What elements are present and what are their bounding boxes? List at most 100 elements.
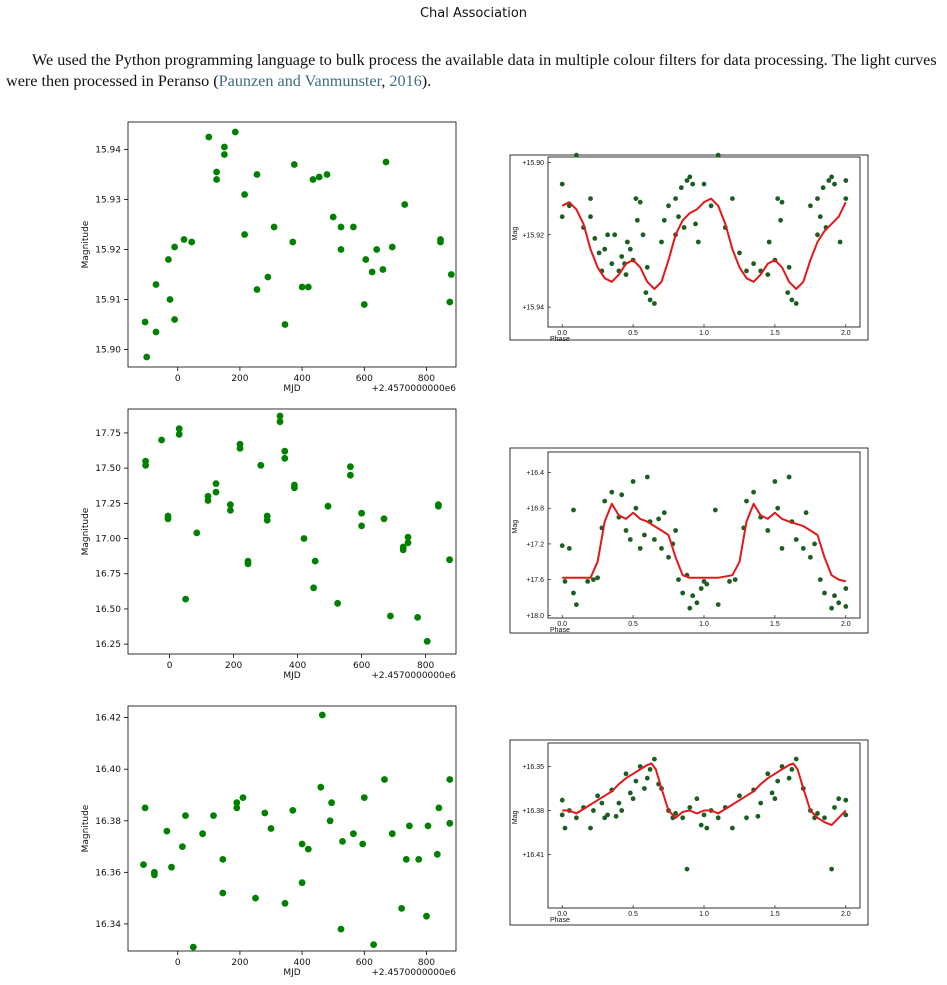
data-point (276, 418, 284, 426)
data-point (843, 586, 849, 591)
data-point (281, 899, 289, 907)
data-point (165, 256, 172, 263)
data-point (619, 808, 625, 813)
y-tick-label: 16.40 (95, 765, 121, 775)
data-point (843, 178, 849, 183)
data-point (152, 328, 160, 336)
data-point (559, 214, 565, 220)
data-point (388, 830, 396, 838)
x-axis-label: Phase (550, 627, 570, 634)
data-point (233, 804, 241, 812)
data-point (261, 809, 269, 817)
y-tick-label: +15.90 (522, 160, 544, 167)
data-point (605, 812, 610, 818)
phase-plot-1: 0.0 0.5 1.0 1.5 2.0 +15.90 +15.92 +15.94 Phase Ma… (509, 152, 869, 343)
data-point (815, 811, 820, 816)
data-point (751, 489, 756, 495)
data-point (257, 461, 265, 469)
data-point (832, 181, 837, 187)
scatter-plot-2: 0 200 400 600 800 16.25 16.50 16.75 17.00 17.25 17… (81, 408, 457, 681)
data-point (171, 243, 179, 251)
data-point (800, 546, 806, 551)
data-point (233, 799, 241, 807)
data-point (737, 793, 742, 799)
plot-frame (127, 121, 457, 368)
x-tick-label: 800 (418, 958, 435, 968)
data-point (591, 808, 596, 813)
fit-curve (562, 762, 847, 827)
data-point (212, 480, 220, 487)
x-tick-label: 1.5 (770, 330, 780, 337)
data-point (673, 811, 678, 816)
data-point (360, 794, 368, 801)
x-tick-label: 600 (353, 661, 370, 671)
data-point (627, 246, 633, 252)
data-point (640, 232, 646, 238)
data-point (402, 856, 410, 863)
y-tick-label: 17.75 (95, 429, 121, 439)
data-point (401, 201, 409, 208)
citation-year-link[interactable]: 2016 (389, 72, 422, 90)
data-point (681, 225, 687, 230)
data-point (829, 174, 834, 180)
data-point (328, 799, 335, 807)
plot-frame (547, 742, 861, 909)
y-tick-label: 15.94 (95, 146, 121, 156)
data-point (837, 239, 843, 245)
data-point (253, 171, 261, 178)
data-point (766, 239, 772, 245)
data-point (241, 191, 249, 198)
data-point (623, 528, 629, 533)
x-offset-label: +2.4570000000e6 (371, 671, 456, 681)
data-point (337, 246, 345, 253)
plot-outer-frame (509, 447, 869, 634)
data-point (289, 807, 297, 814)
data-point (609, 489, 615, 495)
data-point (423, 912, 430, 920)
data-point (588, 214, 593, 220)
data-point (673, 196, 678, 202)
data-point (627, 790, 633, 796)
data-point (619, 492, 625, 498)
data-point (398, 905, 405, 912)
data-point (704, 581, 710, 587)
data-point (843, 604, 849, 609)
data-point (644, 474, 650, 480)
y-axis-label: Mag (512, 520, 519, 534)
data-point (832, 593, 837, 599)
scatter-plot-3: 0 200 400 600 800 16.34 16.36 16.38 16.40 16.42 MJ… (81, 705, 457, 978)
data-point (175, 430, 183, 438)
data-point (836, 796, 842, 802)
x-tick-label: 0.5 (628, 330, 638, 337)
data-point (334, 599, 341, 607)
y-tick-label: 17.25 (95, 499, 121, 509)
data-point (347, 463, 354, 471)
citation-authors-link[interactable]: Paunzen and Vanmunster (218, 72, 382, 90)
data-point (404, 539, 412, 547)
y-tick-label: +16.35 (522, 764, 544, 771)
data-point (732, 577, 738, 582)
plot-frame (547, 451, 861, 619)
data-point (684, 178, 690, 183)
data-point (602, 498, 608, 504)
data-point (676, 577, 681, 582)
data-point (164, 512, 172, 520)
data-point (812, 541, 817, 547)
data-point (566, 546, 572, 551)
data-point (205, 133, 213, 141)
data-point (318, 711, 326, 719)
data-point (730, 825, 735, 831)
data-point (623, 771, 629, 777)
data-point (808, 203, 813, 209)
data-point (613, 813, 619, 819)
data-point (656, 516, 661, 522)
data-point (433, 850, 441, 858)
y-tick-label: +16.8 (526, 506, 544, 513)
data-point (698, 822, 704, 828)
data-point (661, 510, 667, 516)
data-point (778, 217, 783, 223)
body-paragraph: We used the Python programming language … (6, 50, 941, 92)
data-point (324, 502, 332, 510)
data-point (166, 296, 174, 303)
data-point (379, 266, 387, 273)
